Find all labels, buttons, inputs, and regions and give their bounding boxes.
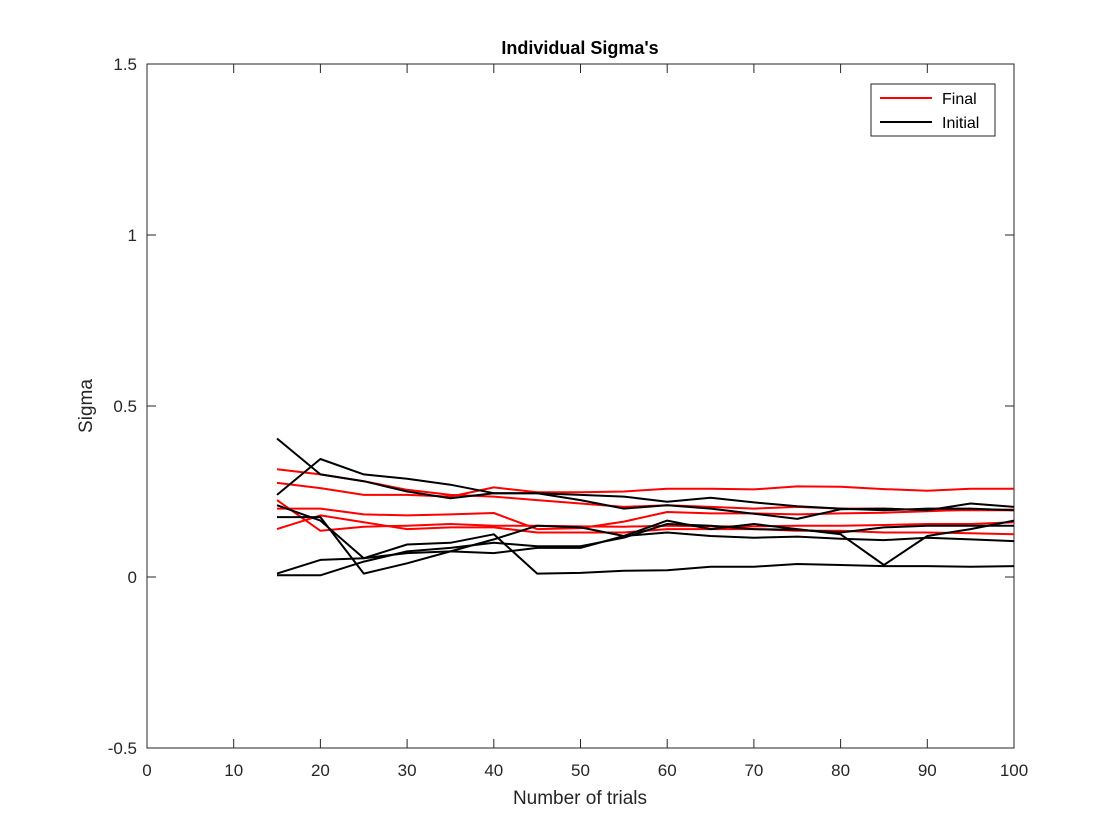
series-line-final-3 bbox=[277, 507, 1014, 531]
series-line-initial-9 bbox=[276, 504, 1015, 575]
series-line-final-2 bbox=[276, 481, 1014, 498]
y-axis-label: Sigma bbox=[76, 379, 97, 433]
y-tick-label: 1 bbox=[128, 226, 137, 245]
series-line-initial-7 bbox=[276, 458, 1015, 520]
series-line-initial-8 bbox=[277, 516, 1015, 575]
chart-title: Individual Sigma's bbox=[501, 38, 658, 58]
y-tick-label: 0 bbox=[128, 568, 137, 587]
plot-area bbox=[146, 63, 1015, 749]
x-tick-label: 50 bbox=[571, 761, 590, 780]
legend-label-initial: Initial bbox=[942, 115, 979, 132]
tick-layer: 0 10 20 30 40 50 60 70 80 90 100 -0.5 0 0.5 1 1.5 bbox=[108, 55, 1028, 780]
x-axis-label: Number of trials bbox=[513, 788, 647, 809]
y-tick-label: 1.5 bbox=[113, 55, 137, 74]
x-tick-label: 40 bbox=[484, 761, 503, 780]
legend: Final Initial bbox=[870, 83, 996, 137]
x-tick-label: 80 bbox=[831, 761, 850, 780]
y-tick-label: -0.5 bbox=[108, 739, 137, 758]
x-tick-label: 100 bbox=[1000, 761, 1028, 780]
x-tick-label: 30 bbox=[398, 761, 417, 780]
legend-label-final: Final bbox=[942, 91, 977, 108]
x-tick-label: 90 bbox=[918, 761, 937, 780]
x-tick-label: 60 bbox=[658, 761, 677, 780]
legend-box bbox=[870, 83, 996, 137]
x-tick-label: 0 bbox=[142, 761, 151, 780]
series-line-initial-6 bbox=[276, 437, 1015, 512]
series-line-final-4 bbox=[276, 499, 1015, 532]
series-layer bbox=[276, 437, 1015, 577]
x-tick-label: 10 bbox=[224, 761, 243, 780]
series-line-initial-11 bbox=[277, 523, 1014, 577]
x-tick-label: 20 bbox=[311, 761, 330, 780]
x-tick-label: 70 bbox=[744, 761, 763, 780]
y-tick-label: 0.5 bbox=[113, 397, 137, 416]
